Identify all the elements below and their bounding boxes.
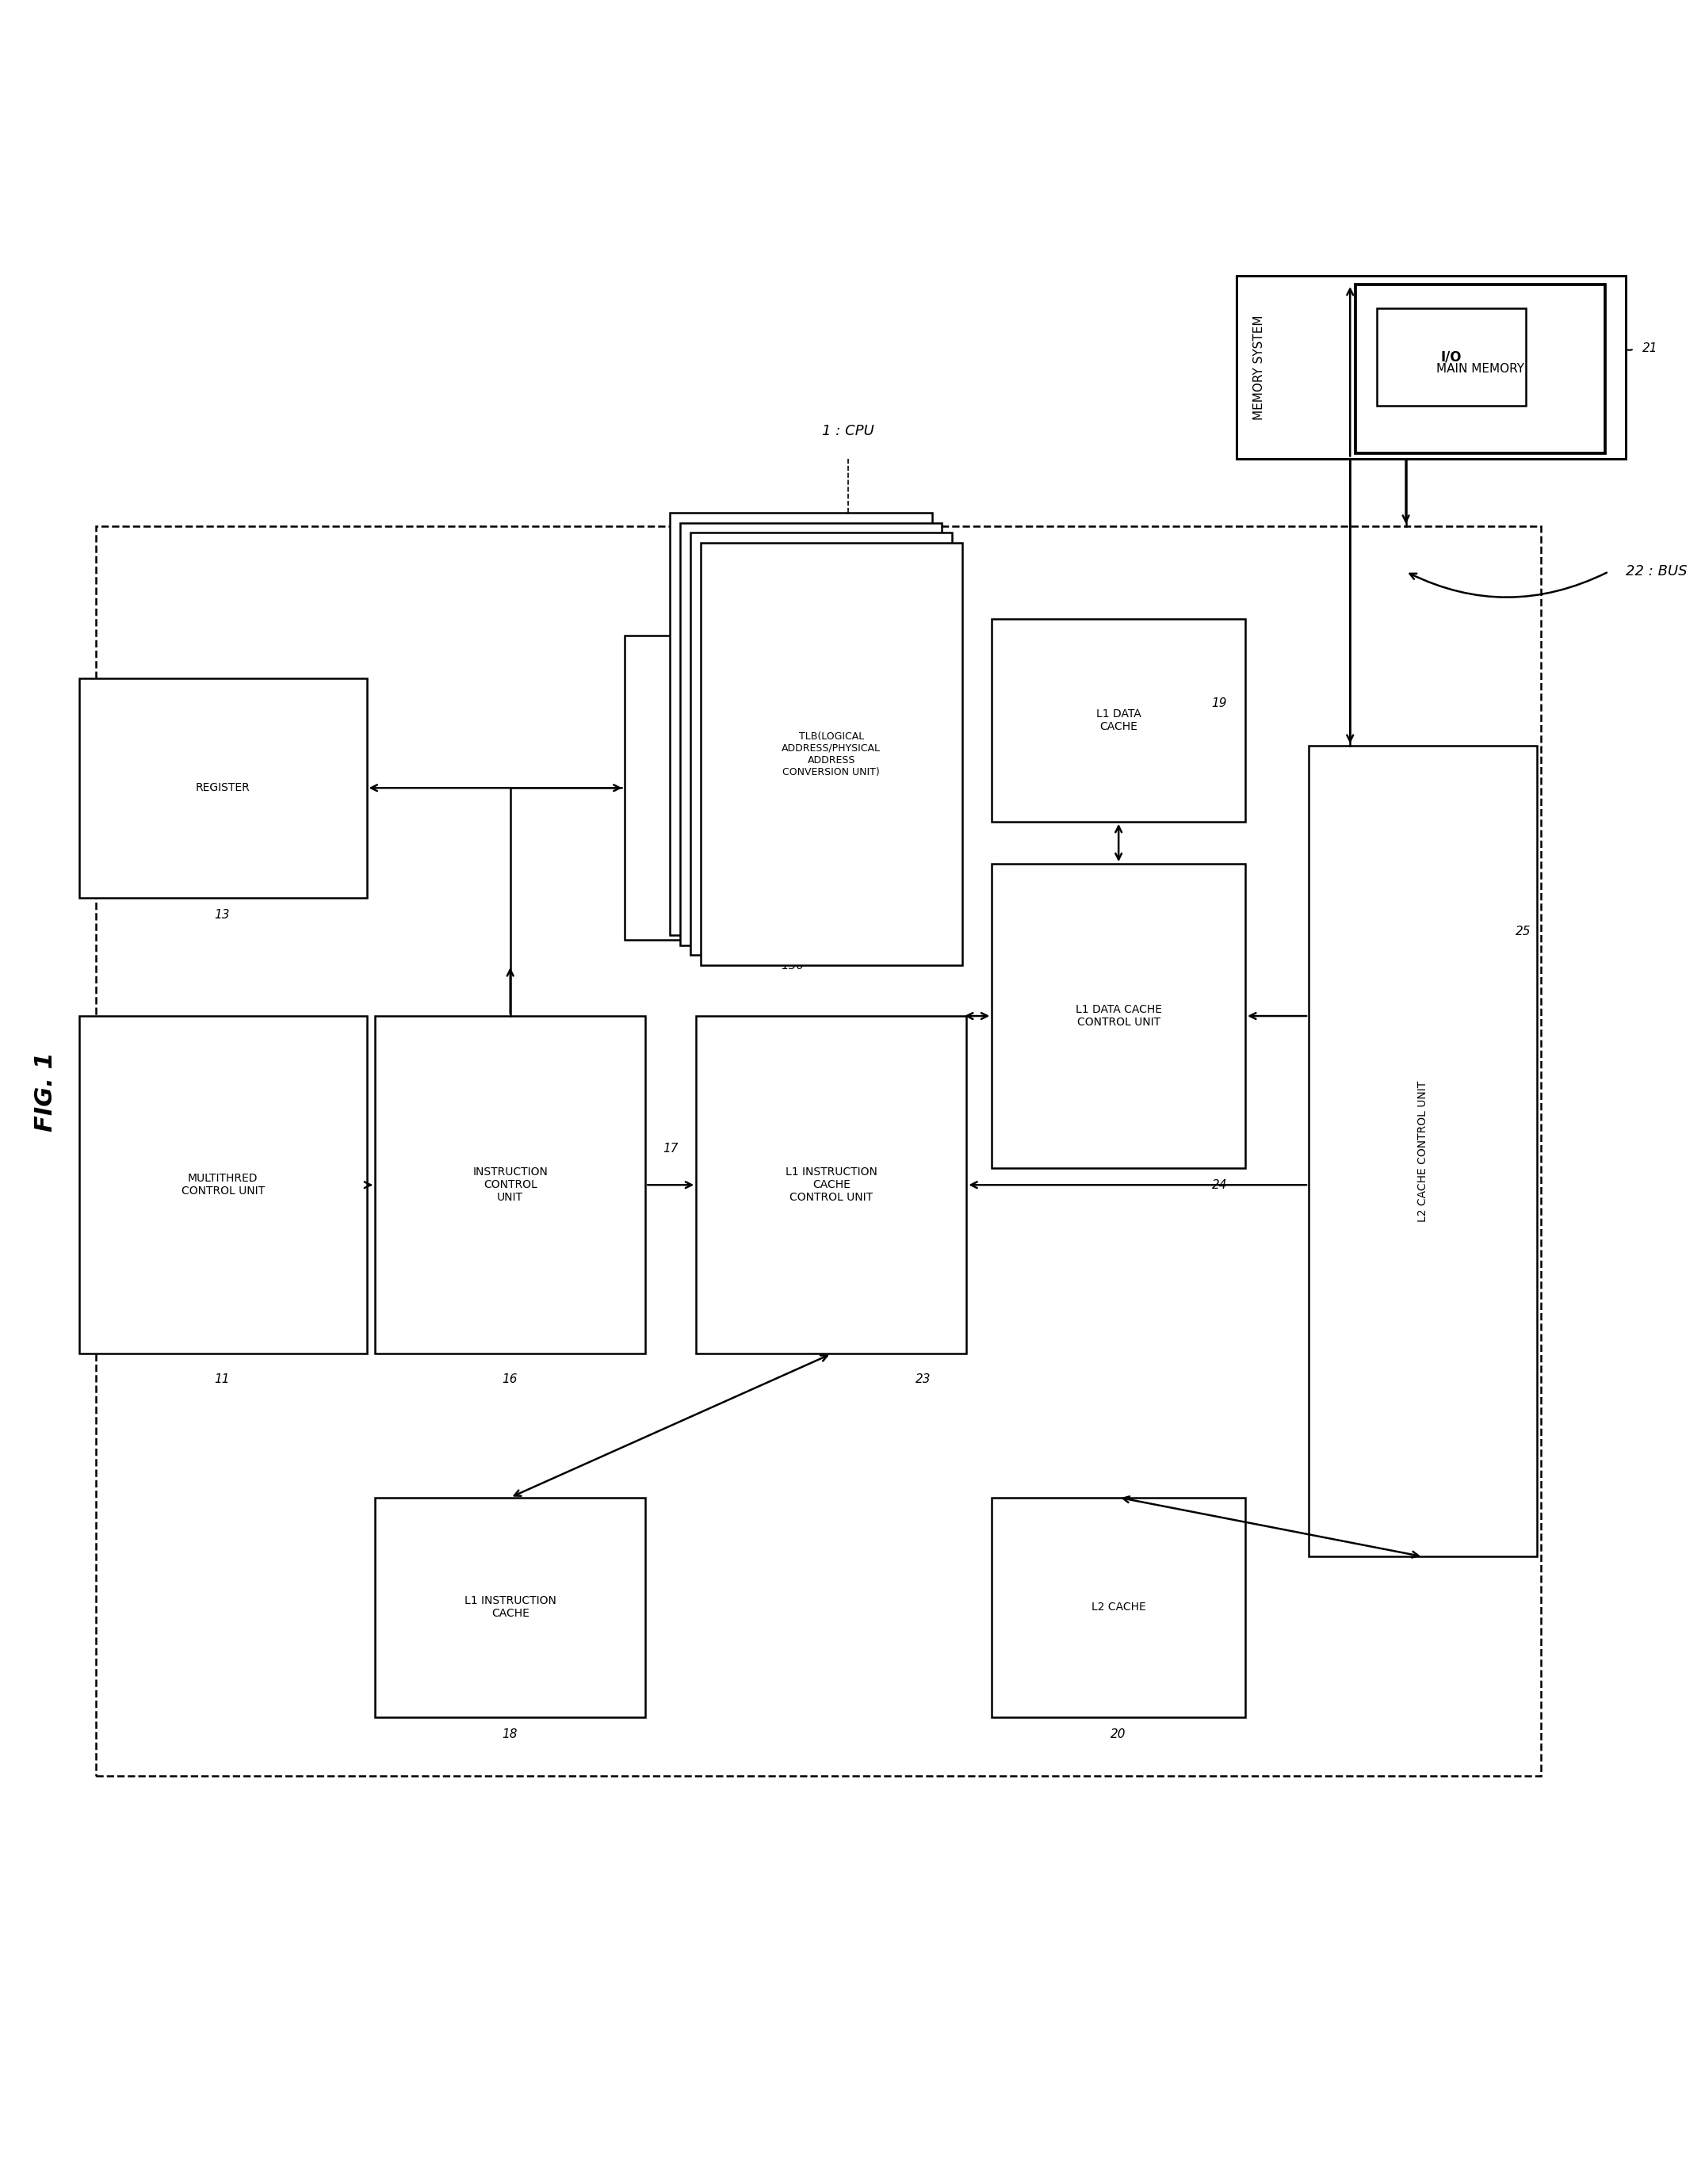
Text: 17: 17: [663, 1142, 679, 1155]
Bar: [680, 522, 941, 946]
Bar: [701, 544, 962, 965]
Bar: [1378, 308, 1526, 406]
Text: L1 INSTRUCTION
CACHE
CONTROL UNIT: L1 INSTRUCTION CACHE CONTROL UNIT: [786, 1166, 878, 1203]
Bar: [80, 677, 367, 898]
Text: 18: 18: [501, 1728, 517, 1741]
Text: I/O: I/O: [1441, 349, 1461, 365]
Bar: [696, 1016, 967, 1354]
Text: 22 : BUS: 22 : BUS: [1625, 563, 1686, 579]
Text: 20: 20: [1110, 1728, 1125, 1741]
Text: 11: 11: [215, 1374, 230, 1385]
Bar: [1236, 275, 1625, 459]
Bar: [80, 1016, 367, 1354]
Text: L1 DATA CACHE
CONTROL UNIT: L1 DATA CACHE CONTROL UNIT: [1076, 1005, 1161, 1029]
Text: MEMORY SYSTEM: MEMORY SYSTEM: [1253, 314, 1265, 419]
Text: INSTRUCTION
CONTROL
UNIT: INSTRUCTION CONTROL UNIT: [472, 1166, 547, 1203]
Text: L2 CACHE CONTROL UNIT: L2 CACHE CONTROL UNIT: [1417, 1081, 1429, 1221]
Bar: [95, 526, 1541, 1776]
Bar: [691, 533, 951, 954]
Text: 19: 19: [1212, 697, 1228, 710]
Text: 16: 16: [501, 1374, 517, 1385]
Bar: [624, 636, 887, 939]
Bar: [992, 618, 1245, 821]
Bar: [992, 1498, 1245, 1717]
Text: 150: 150: [781, 959, 803, 972]
Text: L1 DATA
CACHE: L1 DATA CACHE: [1096, 708, 1141, 732]
Bar: [375, 1016, 646, 1354]
Text: 1 : CPU: 1 : CPU: [822, 424, 875, 439]
Text: 23: 23: [916, 1374, 931, 1385]
Text: MAIN MEMORY: MAIN MEMORY: [1436, 363, 1524, 376]
Text: 24: 24: [1212, 1179, 1228, 1190]
Text: 13: 13: [215, 909, 230, 922]
Text: MULTITHRED
CONTROL UNIT: MULTITHRED CONTROL UNIT: [181, 1173, 264, 1197]
Text: L1 INSTRUCTION
CACHE: L1 INSTRUCTION CACHE: [464, 1594, 556, 1618]
Text: L2 CACHE: L2 CACHE: [1091, 1601, 1146, 1612]
Text: FIG. 1: FIG. 1: [34, 1053, 56, 1131]
Text: EXECUTION UNIT
(ARITHMETIC
UNIT): EXECUTION UNIT (ARITHMETIC UNIT): [709, 769, 801, 806]
Bar: [1309, 745, 1536, 1557]
Bar: [992, 865, 1245, 1168]
Text: TLB(LOGICAL
ADDRESS/PHYSICAL
ADDRESS
CONVERSION UNIT): TLB(LOGICAL ADDRESS/PHYSICAL ADDRESS CON…: [783, 732, 881, 778]
Bar: [375, 1498, 646, 1717]
Text: 25: 25: [1516, 926, 1531, 937]
Text: REGISTER: REGISTER: [196, 782, 251, 793]
Text: 21: 21: [1642, 343, 1657, 354]
Bar: [670, 513, 933, 935]
Bar: [1355, 284, 1604, 454]
